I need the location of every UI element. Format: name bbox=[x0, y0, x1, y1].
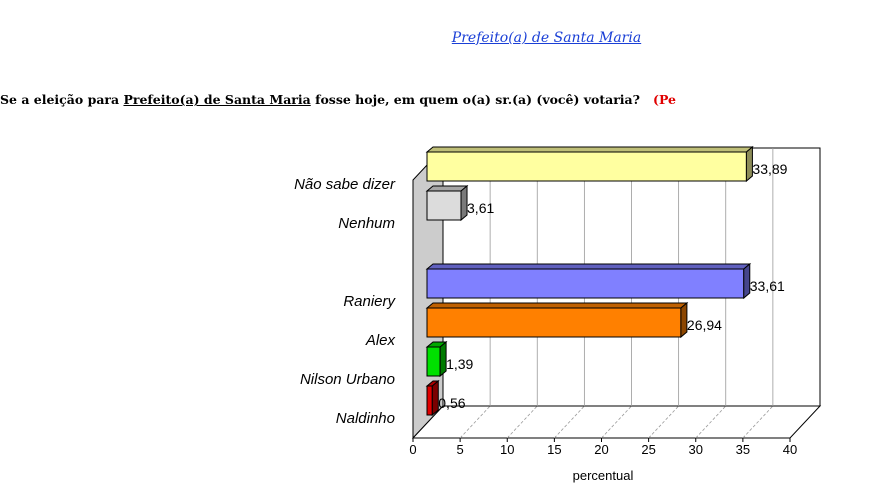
category-label: Raniery bbox=[343, 293, 396, 310]
bar-front bbox=[426, 151, 747, 182]
category-label: Não sabe dizer bbox=[294, 176, 396, 193]
question-text: Se a eleição para Prefeito(a) de Santa M… bbox=[0, 92, 676, 107]
x-tick-label: 30 bbox=[689, 442, 703, 457]
question-before: Se a eleição para bbox=[0, 92, 124, 107]
bar-side bbox=[743, 262, 751, 300]
category-label: Alex bbox=[365, 332, 396, 349]
bar-front bbox=[426, 190, 462, 221]
x-tick-label: 15 bbox=[547, 442, 561, 457]
bar bbox=[425, 145, 754, 183]
bar-front bbox=[426, 268, 745, 299]
bar-top bbox=[425, 146, 754, 153]
x-tick-label: 35 bbox=[736, 442, 750, 457]
category-label: Naldinho bbox=[336, 410, 395, 427]
bar-side bbox=[431, 379, 439, 417]
value-label: 33,61 bbox=[750, 278, 785, 294]
bar-front bbox=[426, 385, 433, 416]
bar bbox=[425, 340, 448, 378]
chart-bars bbox=[425, 145, 754, 417]
bar-side bbox=[460, 184, 468, 222]
gridline-floor bbox=[506, 405, 538, 439]
value-labels: 33,89 3,61 33,61 26,94 1,39 0,56 bbox=[438, 161, 787, 411]
value-label: 0,56 bbox=[438, 395, 465, 411]
category-label: Nilson Urbano bbox=[300, 371, 395, 388]
x-axis-label: percentual bbox=[573, 468, 634, 483]
bar-front bbox=[426, 307, 682, 338]
gridline-floor bbox=[554, 405, 585, 439]
category-labels: Não sabe dizer Nenhum Raniery Alex Nilson Ur… bbox=[294, 176, 396, 427]
x-tick-label: 20 bbox=[594, 442, 608, 457]
x-tick-label: 10 bbox=[500, 442, 514, 457]
gridline-floor bbox=[648, 405, 679, 439]
x-tick-label: 0 bbox=[409, 442, 416, 457]
value-label: 1,39 bbox=[446, 356, 473, 372]
question-trailing: (Pe bbox=[653, 92, 676, 107]
bar bbox=[425, 379, 440, 417]
question-underlined: Prefeito(a) de Santa Maria bbox=[123, 92, 311, 107]
gridline-floor bbox=[742, 405, 774, 439]
bar-front bbox=[426, 346, 441, 377]
gridline-floor bbox=[601, 405, 632, 439]
value-label: 3,61 bbox=[467, 200, 494, 216]
bar-side bbox=[439, 340, 447, 378]
bar bbox=[425, 184, 469, 222]
x-tick-label: 40 bbox=[783, 442, 797, 457]
chart-gridlines bbox=[412, 148, 791, 442]
category-label: Nenhum bbox=[338, 215, 395, 232]
x-tick-label: 5 bbox=[457, 442, 464, 457]
gridline-floor bbox=[695, 405, 727, 439]
gridline-floor bbox=[459, 405, 491, 439]
bar-top bbox=[425, 185, 469, 192]
bar bbox=[425, 262, 752, 300]
x-tick-label: 25 bbox=[641, 442, 655, 457]
value-label: 26,94 bbox=[687, 317, 722, 333]
page-heading[interactable]: Prefeito(a) de Santa Maria bbox=[451, 30, 642, 46]
value-label: 33,89 bbox=[752, 161, 787, 177]
bar bbox=[425, 301, 689, 339]
bar-side bbox=[745, 145, 753, 183]
question-after: fosse hoje, em quem o(a) sr.(a) (você) v… bbox=[310, 92, 640, 107]
bar-top bbox=[425, 263, 752, 270]
bar-top bbox=[425, 302, 689, 309]
x-tick-labels: 0 5 10 15 20 25 30 35 40 bbox=[409, 442, 797, 457]
bar-side bbox=[680, 301, 688, 339]
